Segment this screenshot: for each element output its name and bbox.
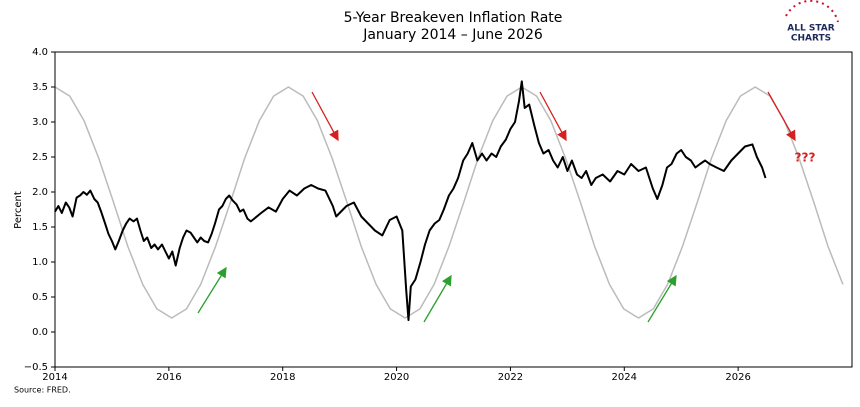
up-arrow (197, 266, 227, 314)
y-tick-label: 0.5 (32, 292, 48, 303)
source-note: Source: FRED. (14, 386, 71, 395)
y-tick-label: 1.5 (32, 222, 48, 233)
y-tick-label: 0.0 (32, 327, 48, 338)
up-arrow (423, 274, 452, 323)
annotations: ??? (197, 91, 816, 323)
y-axis-label: Percent (13, 191, 24, 229)
down-arrow (767, 91, 796, 142)
logo-text: ALL STAR (787, 24, 834, 34)
x-tick-label: 2026 (725, 372, 750, 383)
x-tick-label: 2024 (612, 372, 637, 383)
plot-area: −0.5 0.0 0.5 1.0 1.5 2.0 2.5 3.0 3.5 4.0 2014 2016 2… (24, 47, 853, 383)
logo-stars (785, 0, 839, 23)
x-tick-label: 2018 (270, 372, 295, 383)
y-tick-label: 1.0 (32, 257, 48, 268)
x-tick-label: 2020 (384, 372, 409, 383)
chart-subtitle: January 2014 – June 2026 (362, 27, 543, 43)
y-tick-label: −0.5 (24, 362, 48, 373)
x-tick-label: 2014 (42, 372, 67, 383)
annotation-text: ??? (795, 151, 816, 165)
y-tick-label: 3.0 (32, 117, 48, 128)
x-tick-label: 2022 (498, 372, 523, 383)
plot-frame (54, 51, 853, 368)
down-arrow (311, 91, 339, 142)
data-line (54, 80, 767, 322)
y-tick-label: 3.5 (32, 82, 48, 93)
y-tick-label: 4.0 (32, 47, 48, 58)
chart-title: 5-Year Breakeven Inflation Rate (344, 10, 563, 26)
up-arrow (647, 274, 677, 323)
x-tick-label: 2016 (156, 372, 181, 383)
y-tick-label: 2.0 (32, 187, 48, 198)
logo-text: CHARTS (791, 34, 831, 44)
logo: ALL STAR CHARTS (785, 0, 839, 44)
y-tick-label: 2.5 (32, 152, 48, 163)
down-arrow (539, 91, 567, 142)
data-line (54, 86, 844, 319)
